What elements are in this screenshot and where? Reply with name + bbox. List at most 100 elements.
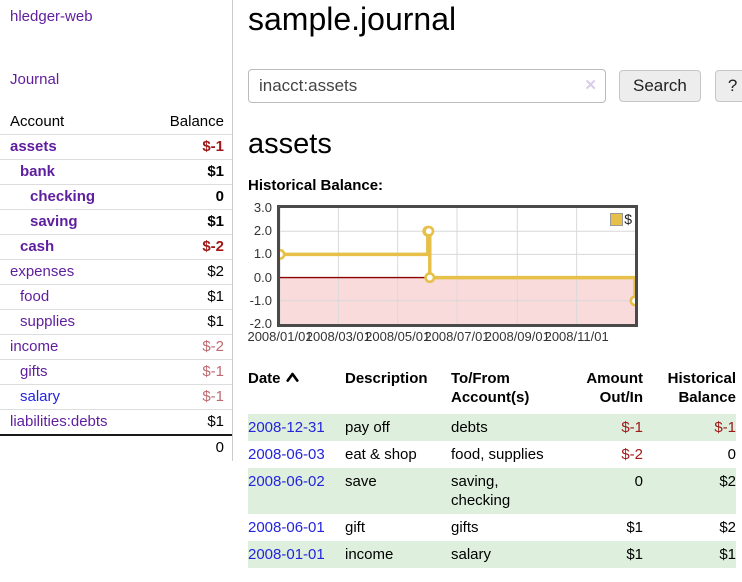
transaction-row: 2008-06-01 gift gifts $1 $2 xyxy=(248,514,736,541)
transaction-description: eat & shop xyxy=(345,446,417,463)
register-table: Date Description To/From Account(s) Amou… xyxy=(248,367,736,568)
account-row: saving $1 xyxy=(0,209,232,234)
account-row: bank $1 xyxy=(0,159,232,184)
account-row: income $-2 xyxy=(0,334,232,359)
transaction-date-link[interactable]: 2008-06-02 xyxy=(248,473,325,490)
search-button[interactable]: Search xyxy=(619,70,701,102)
account-link[interactable]: saving xyxy=(30,213,78,230)
transaction-date-link[interactable]: 2008-06-03 xyxy=(248,446,325,463)
account-balance: $1 xyxy=(207,163,224,180)
account-balance: $-2 xyxy=(202,338,224,355)
account-link[interactable]: supplies xyxy=(20,313,76,330)
transaction-accounts: saving, checking xyxy=(451,473,511,509)
account-row: salary $-1 xyxy=(0,384,232,409)
transaction-date-link[interactable]: 2008-01-01 xyxy=(248,546,325,563)
x-tick-label: 2008/11/01 xyxy=(544,329,609,344)
total-balance: 0 xyxy=(215,439,224,456)
account-link[interactable]: bank xyxy=(20,163,56,180)
description-column-header: Description xyxy=(345,370,428,387)
account-link[interactable]: food xyxy=(20,288,50,305)
transaction-balance: 0 xyxy=(727,446,736,463)
transaction-date-link[interactable]: 2008-06-01 xyxy=(248,519,325,536)
account-row: food $1 xyxy=(0,284,232,309)
y-tick-label: -2.0 xyxy=(249,316,272,331)
account-link[interactable]: expenses xyxy=(10,263,75,280)
transaction-accounts: salary xyxy=(451,546,492,563)
account-column-header: Account xyxy=(10,113,65,130)
account-balance: $-1 xyxy=(202,363,224,380)
transaction-row: 2008-01-01 income salary $1 $1 xyxy=(248,541,736,568)
transaction-balance: $-1 xyxy=(714,419,736,436)
transaction-row: 2008-06-03 eat & shop food, supplies $-2 0 xyxy=(248,441,736,468)
chart-canvas xyxy=(280,208,635,324)
x-tick-label: 2008/07/01 xyxy=(424,329,490,344)
account-balance: $-1 xyxy=(202,138,224,155)
transaction-amount: 0 xyxy=(634,473,643,490)
chart-x-axis: 2008/01/01 2008/03/01 2008/05/01 2008/07/01… xyxy=(247,327,642,344)
x-tick-label: 2008/05/01 xyxy=(365,329,431,344)
app-title-link[interactable]: hledger-web xyxy=(10,8,93,25)
chart-title: Historical Balance: xyxy=(248,177,384,194)
transaction-amount: $-1 xyxy=(621,419,643,436)
y-tick-label: 0.0 xyxy=(253,269,272,285)
account-link[interactable]: cash xyxy=(20,238,55,255)
account-column-header: To/From Account(s) xyxy=(451,370,530,406)
clear-search-icon[interactable]: ✕ xyxy=(584,77,597,94)
chart-plot-area: $ xyxy=(277,205,638,327)
sort-ascending-icon xyxy=(285,372,299,382)
register-header-row: Date Description To/From Account(s) Amou… xyxy=(248,367,736,414)
account-tree: assets $-1 bank $1 checking 0 saving $1 cash $-2 e… xyxy=(0,134,232,434)
y-tick-label: -1.0 xyxy=(249,292,272,308)
amount-column-header: Amount Out/In xyxy=(586,370,643,406)
account-row: assets $-1 xyxy=(0,134,232,159)
account-row: cash $-2 xyxy=(0,234,232,259)
x-tick-label: 2008/09/01 xyxy=(484,329,550,344)
transaction-accounts: food, supplies xyxy=(451,446,544,463)
account-row: liabilities:debts $1 xyxy=(0,409,232,434)
legend-swatch-icon xyxy=(610,212,624,226)
transaction-accounts: debts xyxy=(451,419,488,436)
account-row: expenses $2 xyxy=(0,259,232,284)
account-link[interactable]: assets xyxy=(10,138,57,155)
account-balance-table: Account Balance assets $-1 bank $1 checking 0… xyxy=(0,110,232,459)
account-row: gifts $-1 xyxy=(0,359,232,384)
chart-legend: $ xyxy=(610,211,632,227)
transaction-description: save xyxy=(345,473,377,490)
account-balance: $-1 xyxy=(202,388,224,405)
transaction-amount: $1 xyxy=(626,519,643,536)
y-tick-label: 1.0 xyxy=(253,246,272,262)
account-link[interactable]: income xyxy=(10,338,59,355)
account-link[interactable]: liabilities:debts xyxy=(10,413,108,430)
sidebar-item-journal[interactable]: Journal xyxy=(10,71,60,88)
account-link[interactable]: salary xyxy=(20,388,61,405)
balance-column-header: Historical Balance xyxy=(667,370,736,406)
transaction-date-link[interactable]: 2008-12-31 xyxy=(248,419,325,436)
account-balance: $1 xyxy=(207,288,224,305)
account-row: supplies $1 xyxy=(0,309,232,334)
main-content: sample.journal ✕ Search ? assets Histori… xyxy=(233,0,742,582)
account-balance: $1 xyxy=(207,413,224,430)
search-input[interactable] xyxy=(248,69,606,103)
account-table-header: Account Balance xyxy=(0,110,232,134)
account-total-row: 0 xyxy=(0,434,232,459)
legend-label: $ xyxy=(624,211,632,227)
transaction-amount: $1 xyxy=(626,546,643,563)
transaction-amount: $-2 xyxy=(621,446,643,463)
transaction-accounts: gifts xyxy=(451,519,479,536)
y-tick-label: 2.0 xyxy=(253,223,272,239)
transaction-balance: $2 xyxy=(719,519,736,536)
account-link[interactable]: gifts xyxy=(20,363,48,380)
transaction-row: 2008-12-31 pay off debts $-1 $-1 xyxy=(248,414,736,441)
sidebar: hledger-web Journal Account Balance asse… xyxy=(0,0,233,582)
help-button[interactable]: ? xyxy=(714,70,742,102)
x-tick-label: 2008/01/01 xyxy=(247,329,313,344)
date-column-header[interactable]: Date xyxy=(248,367,345,414)
x-tick-label: 2008/03/01 xyxy=(305,329,371,344)
transaction-description: pay off xyxy=(345,419,390,436)
transaction-description: income xyxy=(345,546,394,563)
account-balance: $1 xyxy=(207,313,224,330)
account-link[interactable]: checking xyxy=(30,188,96,205)
transaction-balance: $1 xyxy=(719,546,736,563)
y-tick-label: 3.0 xyxy=(253,200,272,215)
transaction-row: 2008-06-02 save saving, checking 0 $2 xyxy=(248,468,736,514)
